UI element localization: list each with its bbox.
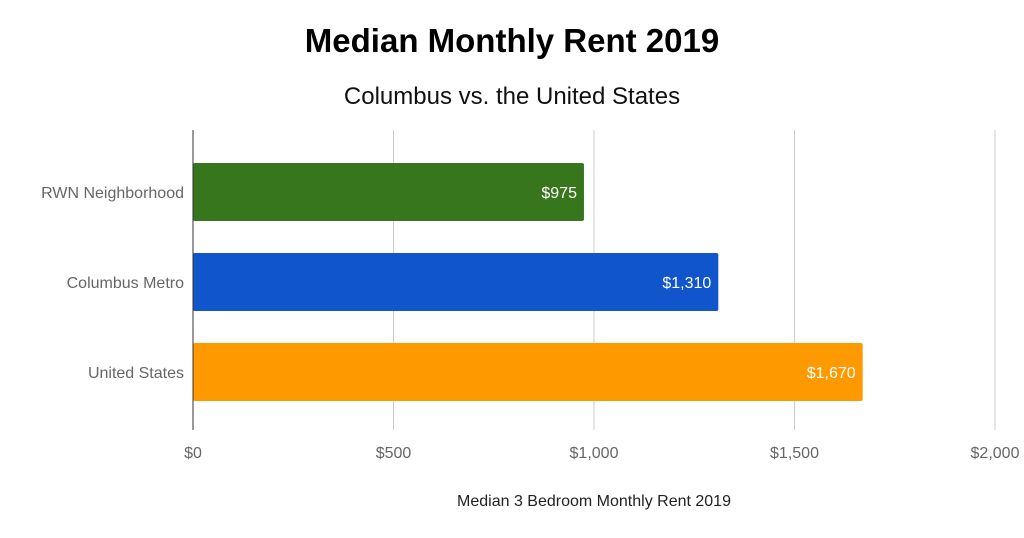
data-label: $1,670 xyxy=(807,365,856,382)
bar xyxy=(193,253,719,311)
category-label: Columbus Metro xyxy=(67,275,184,292)
data-label: $1,310 xyxy=(662,275,711,292)
x-tick-label: $1,500 xyxy=(770,445,819,462)
category-label: United States xyxy=(88,365,184,382)
x-axis-title: Median 3 Bedroom Monthly Rent 2019 xyxy=(457,493,731,510)
chart-title: Median Monthly Rent 2019 xyxy=(304,22,720,59)
bar xyxy=(193,163,584,221)
x-tick-label: $0 xyxy=(184,445,202,462)
x-tick-label: $1,000 xyxy=(570,445,619,462)
chart-subtitle: Columbus vs. the United States xyxy=(343,83,681,110)
bar xyxy=(193,343,863,401)
data-label: $975 xyxy=(541,185,577,202)
labels: $0 $500 $1,000 $1,500 $2,000 $975 RWN Neighbor… xyxy=(41,185,1019,462)
category-label: RWN Neighborhood xyxy=(41,185,184,202)
bars xyxy=(193,163,863,401)
x-tick-label: $2,000 xyxy=(971,445,1020,462)
x-tick-label: $500 xyxy=(376,445,412,462)
